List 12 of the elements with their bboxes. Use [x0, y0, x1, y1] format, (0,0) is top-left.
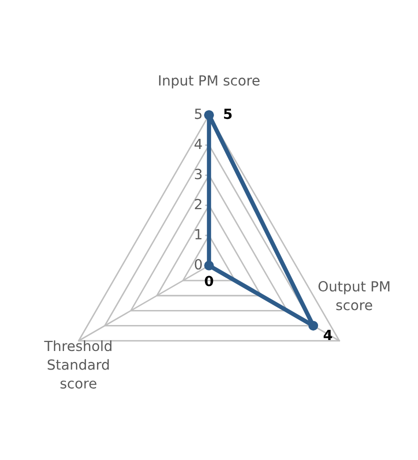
data-label: 4	[324, 330, 332, 340]
spoke-label: Output PM score	[318, 281, 390, 310]
spoke-label: Input PM score	[159, 75, 260, 88]
data-label: 5	[224, 108, 232, 120]
y-tick-label: 5	[194, 108, 202, 120]
data-label: 0	[204, 276, 214, 286]
y-tick-label: 0	[194, 259, 202, 270]
spoke-label: Threshold Standard score	[44, 340, 112, 389]
y-tick-label: 3	[194, 168, 202, 180]
y-tick-label: 2	[194, 198, 202, 210]
y-tick-label: 4	[194, 138, 202, 149]
y-tick-label: 1	[195, 229, 202, 240]
